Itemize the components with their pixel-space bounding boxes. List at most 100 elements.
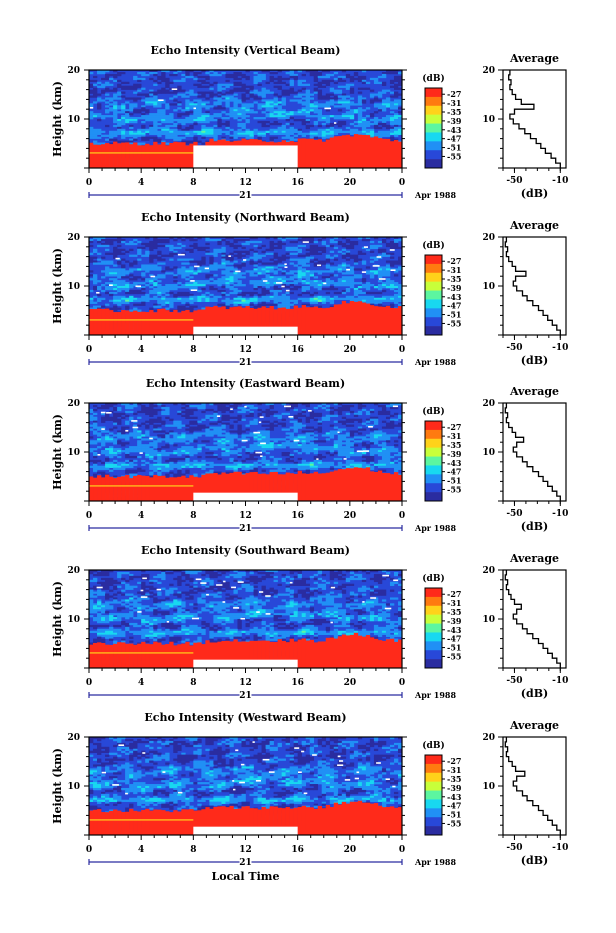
- heatmap-cell: [165, 92, 169, 94]
- heatmap-cell: [382, 76, 386, 78]
- heatmap-cell: [173, 298, 177, 300]
- heatmap-cell: [233, 94, 237, 96]
- heatmap-cell: [125, 131, 129, 133]
- average-y-tick-label: 20: [482, 233, 495, 243]
- heatmap-cell: [310, 107, 314, 109]
- heatmap-cell: [141, 298, 145, 300]
- heatmap-cell: [189, 405, 193, 407]
- heatmap-cell: [282, 257, 286, 259]
- heatmap-cell: [318, 103, 322, 105]
- heatmap-cell: [217, 119, 221, 121]
- heatmap-cell: [221, 419, 225, 421]
- heatmap-cell: [105, 430, 109, 432]
- heatmap-cell: [97, 103, 101, 105]
- heatmap-cell: [197, 262, 201, 264]
- heatmap-cell: [169, 259, 173, 261]
- heatmap-cell: [266, 103, 270, 105]
- heatmap-cell: [374, 300, 378, 302]
- heatmap-cell: [314, 407, 318, 409]
- heatmap-cell: [237, 425, 241, 427]
- no-data-speckle: [194, 266, 199, 268]
- heatmap-cell: [161, 413, 165, 415]
- heatmap-cell: [237, 264, 241, 266]
- heatmap-cell: [125, 133, 129, 135]
- heatmap-cell: [318, 90, 322, 92]
- heatmap-cell: [209, 133, 213, 135]
- heatmap-cell: [165, 131, 169, 133]
- heatmap-cell: [237, 282, 241, 284]
- heatmap-cell: [390, 298, 394, 300]
- heatmap-cell: [193, 421, 197, 423]
- heatmap-cell: [366, 115, 370, 117]
- heatmap-cell: [173, 103, 177, 105]
- heatmap-cell: [278, 95, 282, 97]
- heatmap-cell: [374, 259, 378, 261]
- heatmap-cell: [97, 94, 101, 96]
- heatmap-cell: [314, 135, 318, 137]
- heatmap-cell: [350, 425, 354, 427]
- heatmap-cell: [370, 78, 374, 80]
- heatmap-cell: [318, 97, 322, 99]
- heatmap-cell: [129, 278, 133, 280]
- heatmap-cell: [213, 82, 217, 84]
- average-y-tick-label: 10: [482, 282, 495, 292]
- heatmap-cell: [342, 94, 346, 96]
- heatmap-cell: [262, 421, 266, 423]
- heatmap-cell: [93, 288, 97, 290]
- heatmap-cell: [93, 94, 97, 96]
- heatmap-cell: [161, 113, 165, 115]
- heatmap-cell: [189, 272, 193, 274]
- heatmap-cell: [237, 419, 241, 421]
- heatmap-cell: [233, 290, 237, 292]
- heatmap-cell: [153, 296, 157, 298]
- heatmap-cell: [250, 411, 254, 413]
- heatmap-cell: [350, 78, 354, 80]
- heatmap-cell: [358, 296, 362, 298]
- heatmap-cell: [97, 133, 101, 135]
- heatmap-cell: [197, 268, 201, 270]
- heatmap-cell: [342, 272, 346, 274]
- heatmap-cell: [246, 137, 250, 139]
- heatmap-cell: [342, 95, 346, 97]
- heatmap-cell: [177, 127, 181, 129]
- heatmap-cell: [266, 290, 270, 292]
- heatmap-cell: [350, 266, 354, 268]
- heatmap-cell: [386, 427, 390, 429]
- heatmap-cell: [97, 129, 101, 131]
- heatmap-cell: [157, 276, 161, 278]
- heatmap-cell: [378, 99, 382, 101]
- heatmap-cell: [241, 251, 245, 253]
- heatmap-cell: [382, 139, 386, 168]
- heatmap-cell: [246, 105, 250, 107]
- heatmap-cell: [318, 288, 322, 290]
- heatmap-cell: [382, 421, 386, 423]
- heatmap-cell: [278, 247, 282, 249]
- heatmap-cell: [117, 119, 121, 121]
- heatmap-cell: [217, 304, 221, 306]
- heatmap-cell: [382, 101, 386, 103]
- heatmap-cell: [306, 125, 310, 127]
- heatmap-cell: [221, 255, 225, 257]
- colorbar-segment: [425, 150, 442, 159]
- heatmap-cell: [221, 72, 225, 74]
- heatmap-cell: [262, 304, 266, 306]
- heatmap-cell: [185, 405, 189, 407]
- heatmap-cell: [133, 135, 137, 137]
- heatmap-cell: [145, 74, 149, 76]
- heatmap-cell: [93, 421, 97, 423]
- heatmap-cell: [241, 105, 245, 107]
- heatmap-cell: [157, 257, 161, 259]
- heatmap-cell: [121, 143, 125, 168]
- heatmap-cell: [386, 264, 390, 266]
- heatmap-cell: [213, 280, 217, 282]
- heatmap-cell: [366, 282, 370, 284]
- heatmap-cell: [229, 129, 233, 131]
- heatmap-cell: [354, 125, 358, 127]
- heatmap-cell: [233, 103, 237, 105]
- heatmap-cell: [278, 290, 282, 292]
- no-data-speckle: [303, 241, 309, 243]
- heatmap-cell: [322, 298, 326, 300]
- heatmap-cell: [314, 296, 318, 298]
- heatmap-cell: [177, 425, 181, 427]
- heatmap-cell: [201, 249, 205, 251]
